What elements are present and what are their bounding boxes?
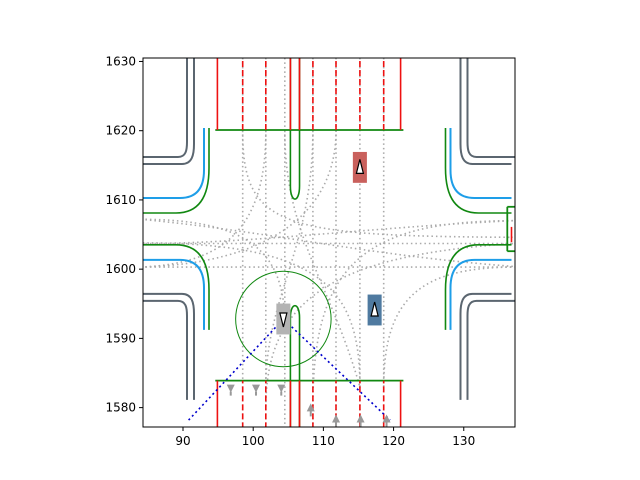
road-edge — [533, 298, 569, 400]
x-tick-label: 110 — [312, 434, 335, 448]
lane-center — [143, 258, 205, 330]
y-tick-label: 1600 — [105, 262, 136, 276]
y-tick-label: 1620 — [105, 124, 136, 138]
median-north — [289, 58, 301, 200]
road-edge — [143, 58, 195, 165]
agent-vehicle-blue-heading-icon — [370, 301, 379, 317]
ego-vehicle-heading-icon — [279, 312, 288, 328]
view-cone — [188, 317, 391, 421]
direction-arrow — [226, 384, 235, 396]
road-edge — [466, 299, 515, 400]
direction-arrow — [382, 414, 391, 427]
agent-vehicle-red — [352, 151, 367, 183]
stop-boundary — [444, 244, 512, 330]
plot-frame — [142, 57, 516, 428]
corner-bottom-right — [444, 244, 569, 400]
lane-center — [449, 258, 512, 330]
ego-vehicle — [276, 303, 291, 335]
path-curve — [241, 130, 513, 239]
road-edge — [85, 298, 121, 400]
path-curve — [312, 219, 513, 408]
x-tick-label: 100 — [242, 434, 265, 448]
x-tick-label: 130 — [452, 434, 475, 448]
direction-arrow — [332, 414, 341, 427]
y-tick-label: 1630 — [105, 54, 136, 68]
x-axis: 90 100 110 120 130 — [175, 427, 475, 448]
path-curve — [382, 266, 513, 387]
y-tick-label: 1610 — [105, 193, 136, 207]
direction-arrow — [277, 384, 286, 396]
path-curve — [265, 130, 314, 387]
road-edge — [466, 58, 515, 158]
y-tick-label: 1580 — [105, 401, 136, 415]
road-edge — [143, 58, 188, 158]
path-curve — [143, 218, 286, 325]
road-edge — [459, 58, 512, 165]
stop-boundary — [444, 128, 512, 214]
road-edge — [143, 299, 188, 400]
road-edge — [85, 58, 121, 160]
agent-vehicle-blue — [367, 294, 382, 326]
direction-arrow — [252, 384, 261, 396]
lane-center — [449, 128, 512, 199]
path-curve — [283, 130, 361, 388]
agent-vehicle-red-heading-icon — [355, 159, 365, 174]
x-tick-label: 120 — [382, 434, 405, 448]
corner-bottom-left — [85, 244, 210, 400]
direction-arrow — [356, 414, 365, 427]
stop-boundary — [143, 244, 210, 330]
road-edge — [143, 292, 195, 400]
corner-top-left — [85, 58, 210, 214]
radius-circle — [235, 270, 332, 368]
road-edge — [533, 58, 569, 160]
median-south — [289, 304, 301, 427]
lane-center — [143, 128, 205, 199]
path-curve — [143, 130, 337, 268]
road-edge — [459, 292, 512, 400]
y-axis: 1580 1590 1600 1610 1620 1630 — [105, 54, 143, 415]
corner-top-right — [444, 58, 569, 214]
x-tick-label: 90 — [175, 434, 190, 448]
y-tick-label: 1590 — [105, 331, 136, 345]
direction-arrow — [306, 403, 315, 417]
plot-area — [85, 58, 569, 427]
path-curve — [143, 219, 513, 245]
stop-boundary — [143, 128, 210, 214]
